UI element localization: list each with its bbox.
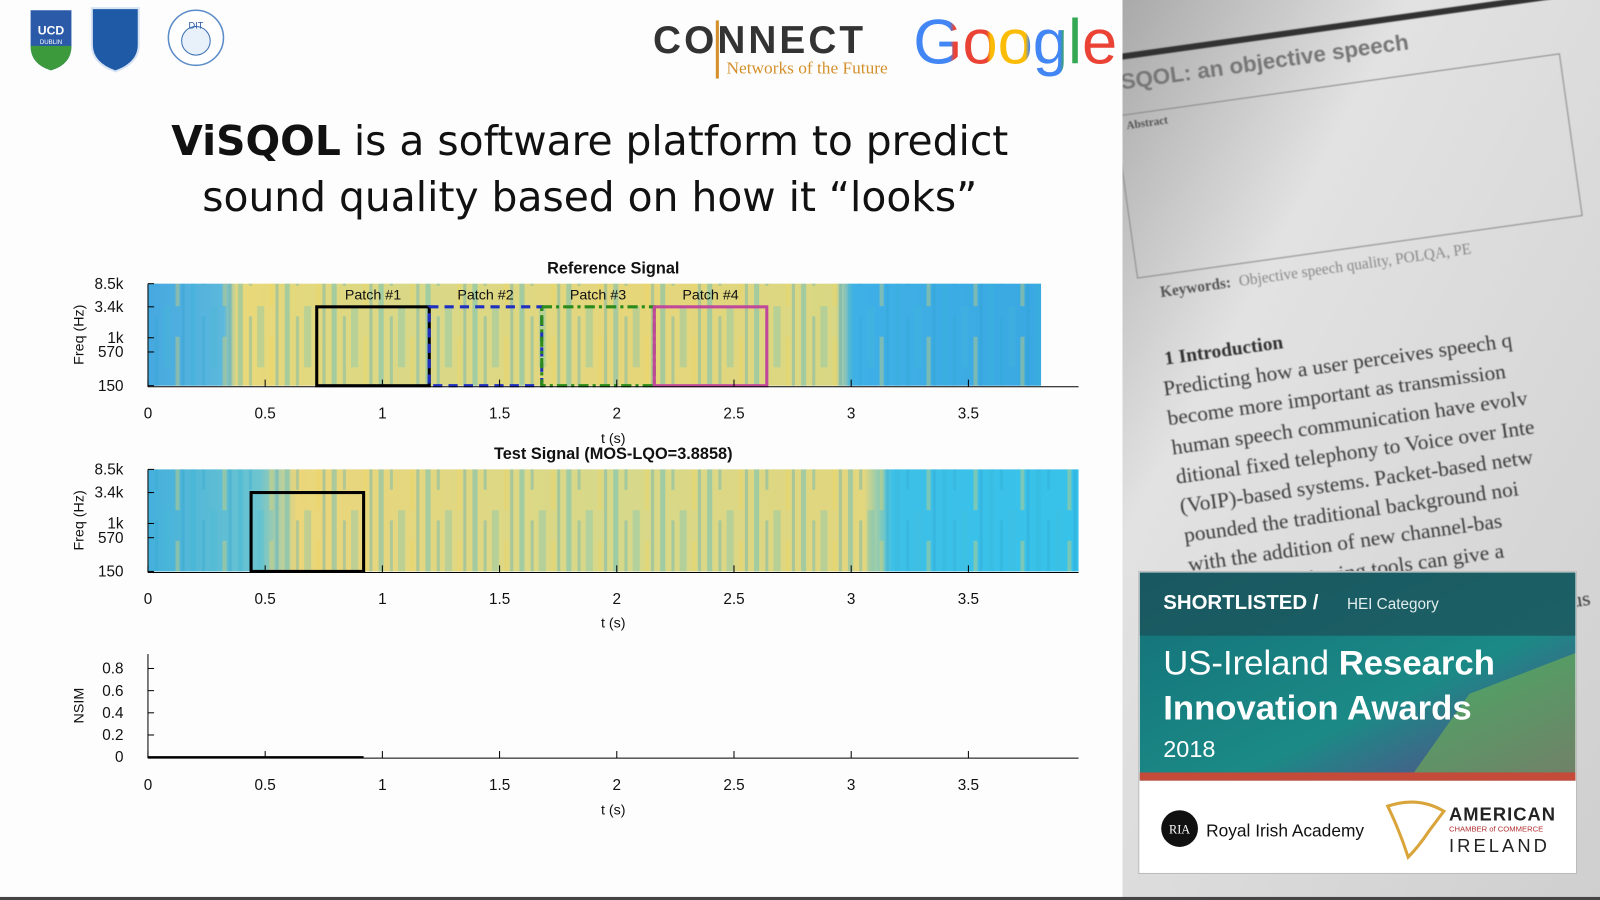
award-card: SHORTLISTED / HEI Category US-Ireland Re… xyxy=(1138,570,1578,874)
x-tick-label: 2.5 xyxy=(723,777,744,794)
ucd-text: UCD xyxy=(38,24,65,38)
charts: Reference Signal Patch #1 Patch #2 Patch #3… xyxy=(72,259,1079,818)
amcham-1: AMERICAN xyxy=(1449,803,1556,824)
x-tick-label: 0.5 xyxy=(255,405,276,422)
y-tick-label: 0.4 xyxy=(102,705,124,722)
y-tick-label: 0.2 xyxy=(102,727,123,744)
award-shortlisted: SHORTLISTED / xyxy=(1163,592,1319,614)
patch-label: Patch #3 xyxy=(570,288,626,304)
x-tick-label: 3.5 xyxy=(958,405,979,422)
award-title-1b: Research xyxy=(1339,644,1495,682)
x-tick-label: 3.5 xyxy=(958,591,979,608)
patch-label: Patch #2 xyxy=(457,288,513,304)
abstract-box xyxy=(1122,53,1583,279)
y-tick-label: 0.6 xyxy=(102,683,123,700)
university-logos: UCD DUBLIN DIT xyxy=(30,7,225,73)
ucd-sub: DUBLIN xyxy=(40,39,62,46)
y-tick-label: 0 xyxy=(115,749,124,766)
y-tick-label: 150 xyxy=(98,564,124,581)
spectrogram-texture xyxy=(147,469,1079,572)
connect-tagline: Networks of the Future xyxy=(727,58,889,77)
ria-name: Royal Irish Academy xyxy=(1206,821,1364,841)
x-tick-label: 1.5 xyxy=(489,591,510,608)
x-tick-label: 1 xyxy=(378,777,387,794)
x-tick-label: 3 xyxy=(847,591,856,608)
headline-line-1: ViSQOL is a software platform to predict xyxy=(171,117,1008,165)
x-tick-label: 2 xyxy=(613,777,622,794)
connect-logo: CONNECT xyxy=(653,19,866,62)
x-tick-label: 2.5 xyxy=(723,405,744,422)
y-tick-label: 570 xyxy=(98,344,124,361)
paper-rule xyxy=(1122,0,1600,67)
spectrogram-texture xyxy=(147,283,1042,386)
headline-text: is a software platform to predict xyxy=(341,117,1008,165)
ucd-shield-base xyxy=(30,45,72,71)
patch-box xyxy=(249,491,366,573)
award-title-2: Innovation Awards xyxy=(1163,689,1471,727)
ria-logo-text: RIA xyxy=(1169,823,1190,837)
tcd-shield xyxy=(90,7,140,73)
x-tick-label: 2 xyxy=(613,405,622,422)
award-category: HEI Category xyxy=(1347,596,1439,613)
patch-box xyxy=(652,305,769,388)
x-tick-label: 3.5 xyxy=(958,777,979,794)
y-axis-label: Freq (Hz) xyxy=(72,305,88,365)
x-tick-label: 2.5 xyxy=(723,591,744,608)
x-tick-label: 1.5 xyxy=(489,405,510,422)
y-axis-label: NSIM xyxy=(72,688,88,724)
x-tick-label: 1 xyxy=(378,405,387,422)
y-tick-label: 8.5k xyxy=(95,276,124,293)
patch-box xyxy=(427,305,544,388)
amcham-2: CHAMBER of COMMERCE xyxy=(1449,825,1543,834)
y-tick-label: 570 xyxy=(98,530,124,547)
x-tick-label: 0 xyxy=(144,591,153,608)
patch-label: Patch #4 xyxy=(682,288,738,304)
x-tick-label: 1 xyxy=(378,591,387,608)
abstract-heading: Abstract xyxy=(1126,114,1169,132)
patch-label: Patch #1 xyxy=(345,288,401,304)
headline-bold: ViSQOL xyxy=(171,117,341,165)
x-axis-label: t (s) xyxy=(601,616,626,632)
y-tick-label: 8.5k xyxy=(95,461,124,478)
award-decoration xyxy=(1408,653,1576,781)
x-tick-label: 1.5 xyxy=(489,777,510,794)
x-tick-label: 2 xyxy=(613,591,622,608)
slide-background xyxy=(0,0,1122,900)
y-tick-label: 0.8 xyxy=(102,661,123,678)
x-axis-label: t (s) xyxy=(601,431,626,447)
chart-title: Test Signal (MOS-LQO=3.8858) xyxy=(494,445,733,463)
x-tick-label: 3 xyxy=(847,405,856,422)
x-tick-label: 0.5 xyxy=(255,777,276,794)
award-top-band xyxy=(1139,572,1576,636)
bottom-border xyxy=(0,896,1600,900)
x-tick-label: 3 xyxy=(847,777,856,794)
amcham-harp xyxy=(1385,800,1447,861)
ria-logo xyxy=(1161,810,1198,847)
dit-inner xyxy=(181,26,211,56)
x-tick-label: 0 xyxy=(144,777,153,794)
award-title-1a: US-Ireland xyxy=(1163,644,1338,682)
award-year: 2018 xyxy=(1163,736,1215,762)
y-tick-label: 1k xyxy=(107,330,124,347)
y-tick-label: 3.4k xyxy=(95,485,124,502)
x-tick-label: 0.5 xyxy=(255,591,276,608)
y-tick-label: 3.4k xyxy=(95,299,124,316)
google-logo: Google xyxy=(913,7,1117,77)
chart-title: Reference Signal xyxy=(547,259,679,277)
award-title-1: US-Ireland Research xyxy=(1163,644,1495,682)
x-tick-label: 0 xyxy=(144,405,153,422)
y-tick-label: 1k xyxy=(107,516,124,533)
dit-text: DIT xyxy=(189,21,204,31)
headline-line-2: sound quality based on how it “looks” xyxy=(202,173,977,221)
award-stripe xyxy=(1139,772,1576,781)
y-axis-label: Freq (Hz) xyxy=(72,490,88,550)
amcham-3: IRELAND xyxy=(1449,835,1550,856)
x-axis-label: t (s) xyxy=(601,802,626,818)
y-tick-label: 150 xyxy=(98,378,124,395)
